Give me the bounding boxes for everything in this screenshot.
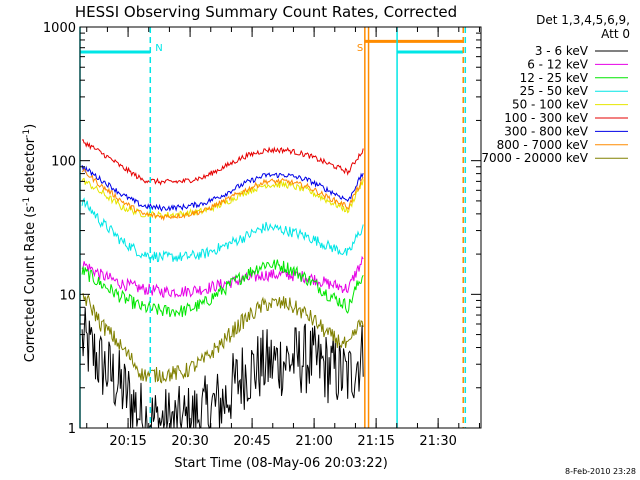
x-tick-label: 20:30 (171, 434, 208, 449)
series-line-6 (81, 139, 364, 186)
y-axis-label: Corrected Count Rate (s-1 detector-1) (22, 124, 38, 362)
y-label-sup1: -1 (22, 197, 32, 206)
x-tick-label: 21:30 (419, 434, 456, 449)
x-tick-label: 20:15 (109, 434, 146, 449)
flag-label-2: N (155, 43, 162, 54)
legend-label-4: 25 - 50 keV (520, 84, 589, 98)
legend-label-6: 100 - 300 keV (504, 111, 588, 125)
series-line-2 (81, 255, 364, 299)
legend-title-2: Att 0 (601, 27, 630, 41)
legend-title-1: Det 1,3,4,5,6,9, (536, 13, 630, 27)
x-tick-label: 21:00 (295, 434, 332, 449)
series-line-9 (81, 292, 364, 384)
legend-label-8: 800 - 7000 keV (497, 138, 589, 152)
y-label-main: Corrected Count Rate (s (23, 206, 38, 363)
series-line-7 (81, 164, 364, 212)
flag-label-3: S (357, 43, 363, 54)
plot-frame (79, 26, 482, 429)
timestamp: 8-Feb-2010 23:28 (565, 467, 636, 476)
legend-label-5: 50 - 100 keV (512, 98, 589, 112)
x-axis-label: Start Time (08-May-06 20:03:22) (174, 456, 388, 471)
y-label-mid: detector (23, 137, 38, 197)
y-tick-label: 1000 (43, 21, 76, 36)
series-line-3 (81, 259, 364, 318)
legend-label-7: 300 - 800 keV (504, 124, 588, 138)
y-label-sup2: -1 (22, 129, 32, 138)
chart-title: HESSI Observing Summary Count Rates, Cor… (75, 3, 457, 21)
y-tick-label: 100 (51, 155, 76, 170)
legend-label-3: 12 - 25 keV (520, 71, 589, 85)
x-tick-label: 20:45 (233, 434, 270, 449)
series-line-1 (81, 307, 364, 429)
legend-label-2: 6 - 12 keV (527, 57, 589, 71)
series-line-8 (81, 168, 364, 222)
legend-label-9: 7000 - 20000 keV (481, 151, 588, 165)
y-label-end: ) (23, 124, 38, 129)
plot-area: N S 1 10 100 1000 20:15 20:30 20:45 21:00 21:15 21:… (43, 21, 482, 449)
y-tick-label: 10 (59, 288, 76, 303)
legend-label-1: 3 - 6 keV (535, 44, 589, 58)
y-tick-label: 1 (68, 422, 76, 437)
x-tick-label: 21:15 (357, 434, 394, 449)
series-line-4 (81, 197, 364, 263)
